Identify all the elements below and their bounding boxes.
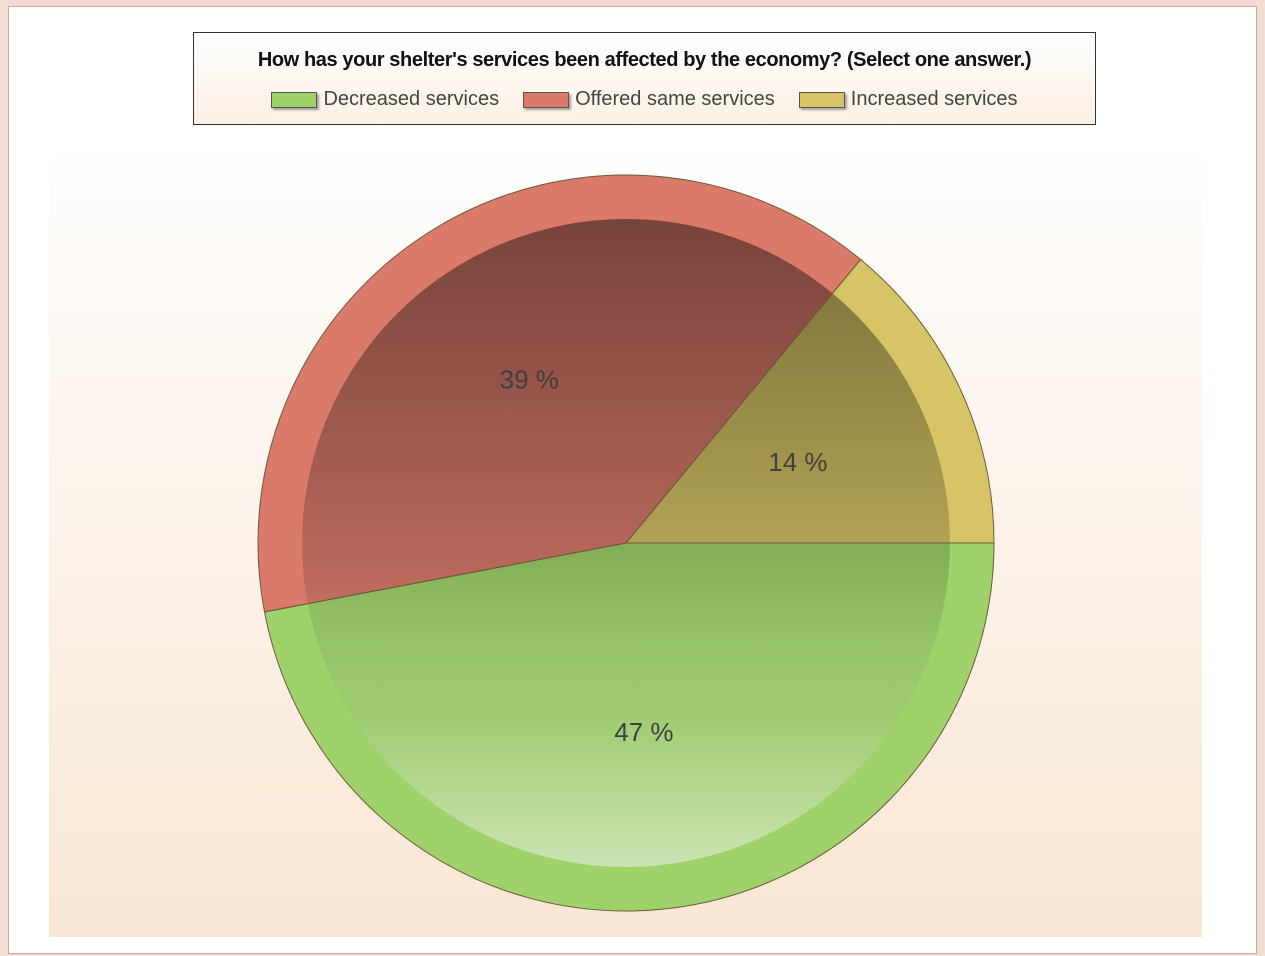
legend: Decreased services Offered same services… <box>194 88 1095 111</box>
legend-item-decreased: Decreased services <box>271 88 499 111</box>
legend-swatch-increased <box>798 91 845 108</box>
chart-title: How has your shelter's services been aff… <box>257 49 1032 71</box>
legend-swatch-same <box>523 91 570 108</box>
legend-swatch-decreased <box>271 91 318 108</box>
legend-item-same: Offered same services <box>523 88 775 111</box>
pie-slice-outline-same <box>257 174 862 613</box>
pie-label-decreased: 47 % <box>614 717 673 747</box>
legend-label-increased: Increased services <box>850 88 1018 110</box>
pie-slice-outline-increased <box>624 258 995 544</box>
pie-slice-outline-decreased <box>263 542 995 912</box>
pie-label-increased: 14 % <box>768 447 827 477</box>
chart-frame: How has your shelter's services been aff… <box>8 6 1257 954</box>
pie-chart: 47 % 39 % 14 % <box>257 174 995 912</box>
pie-labels: 47 % 39 % 14 % <box>500 364 828 747</box>
pie-slice-outlines <box>257 174 995 912</box>
legend-box: How has your shelter's services been aff… <box>193 32 1096 125</box>
legend-item-increased: Increased services <box>798 88 1018 111</box>
pie-label-same: 39 % <box>500 364 559 394</box>
legend-label-same: Offered same services <box>575 88 775 110</box>
legend-label-decreased: Decreased services <box>323 88 500 110</box>
